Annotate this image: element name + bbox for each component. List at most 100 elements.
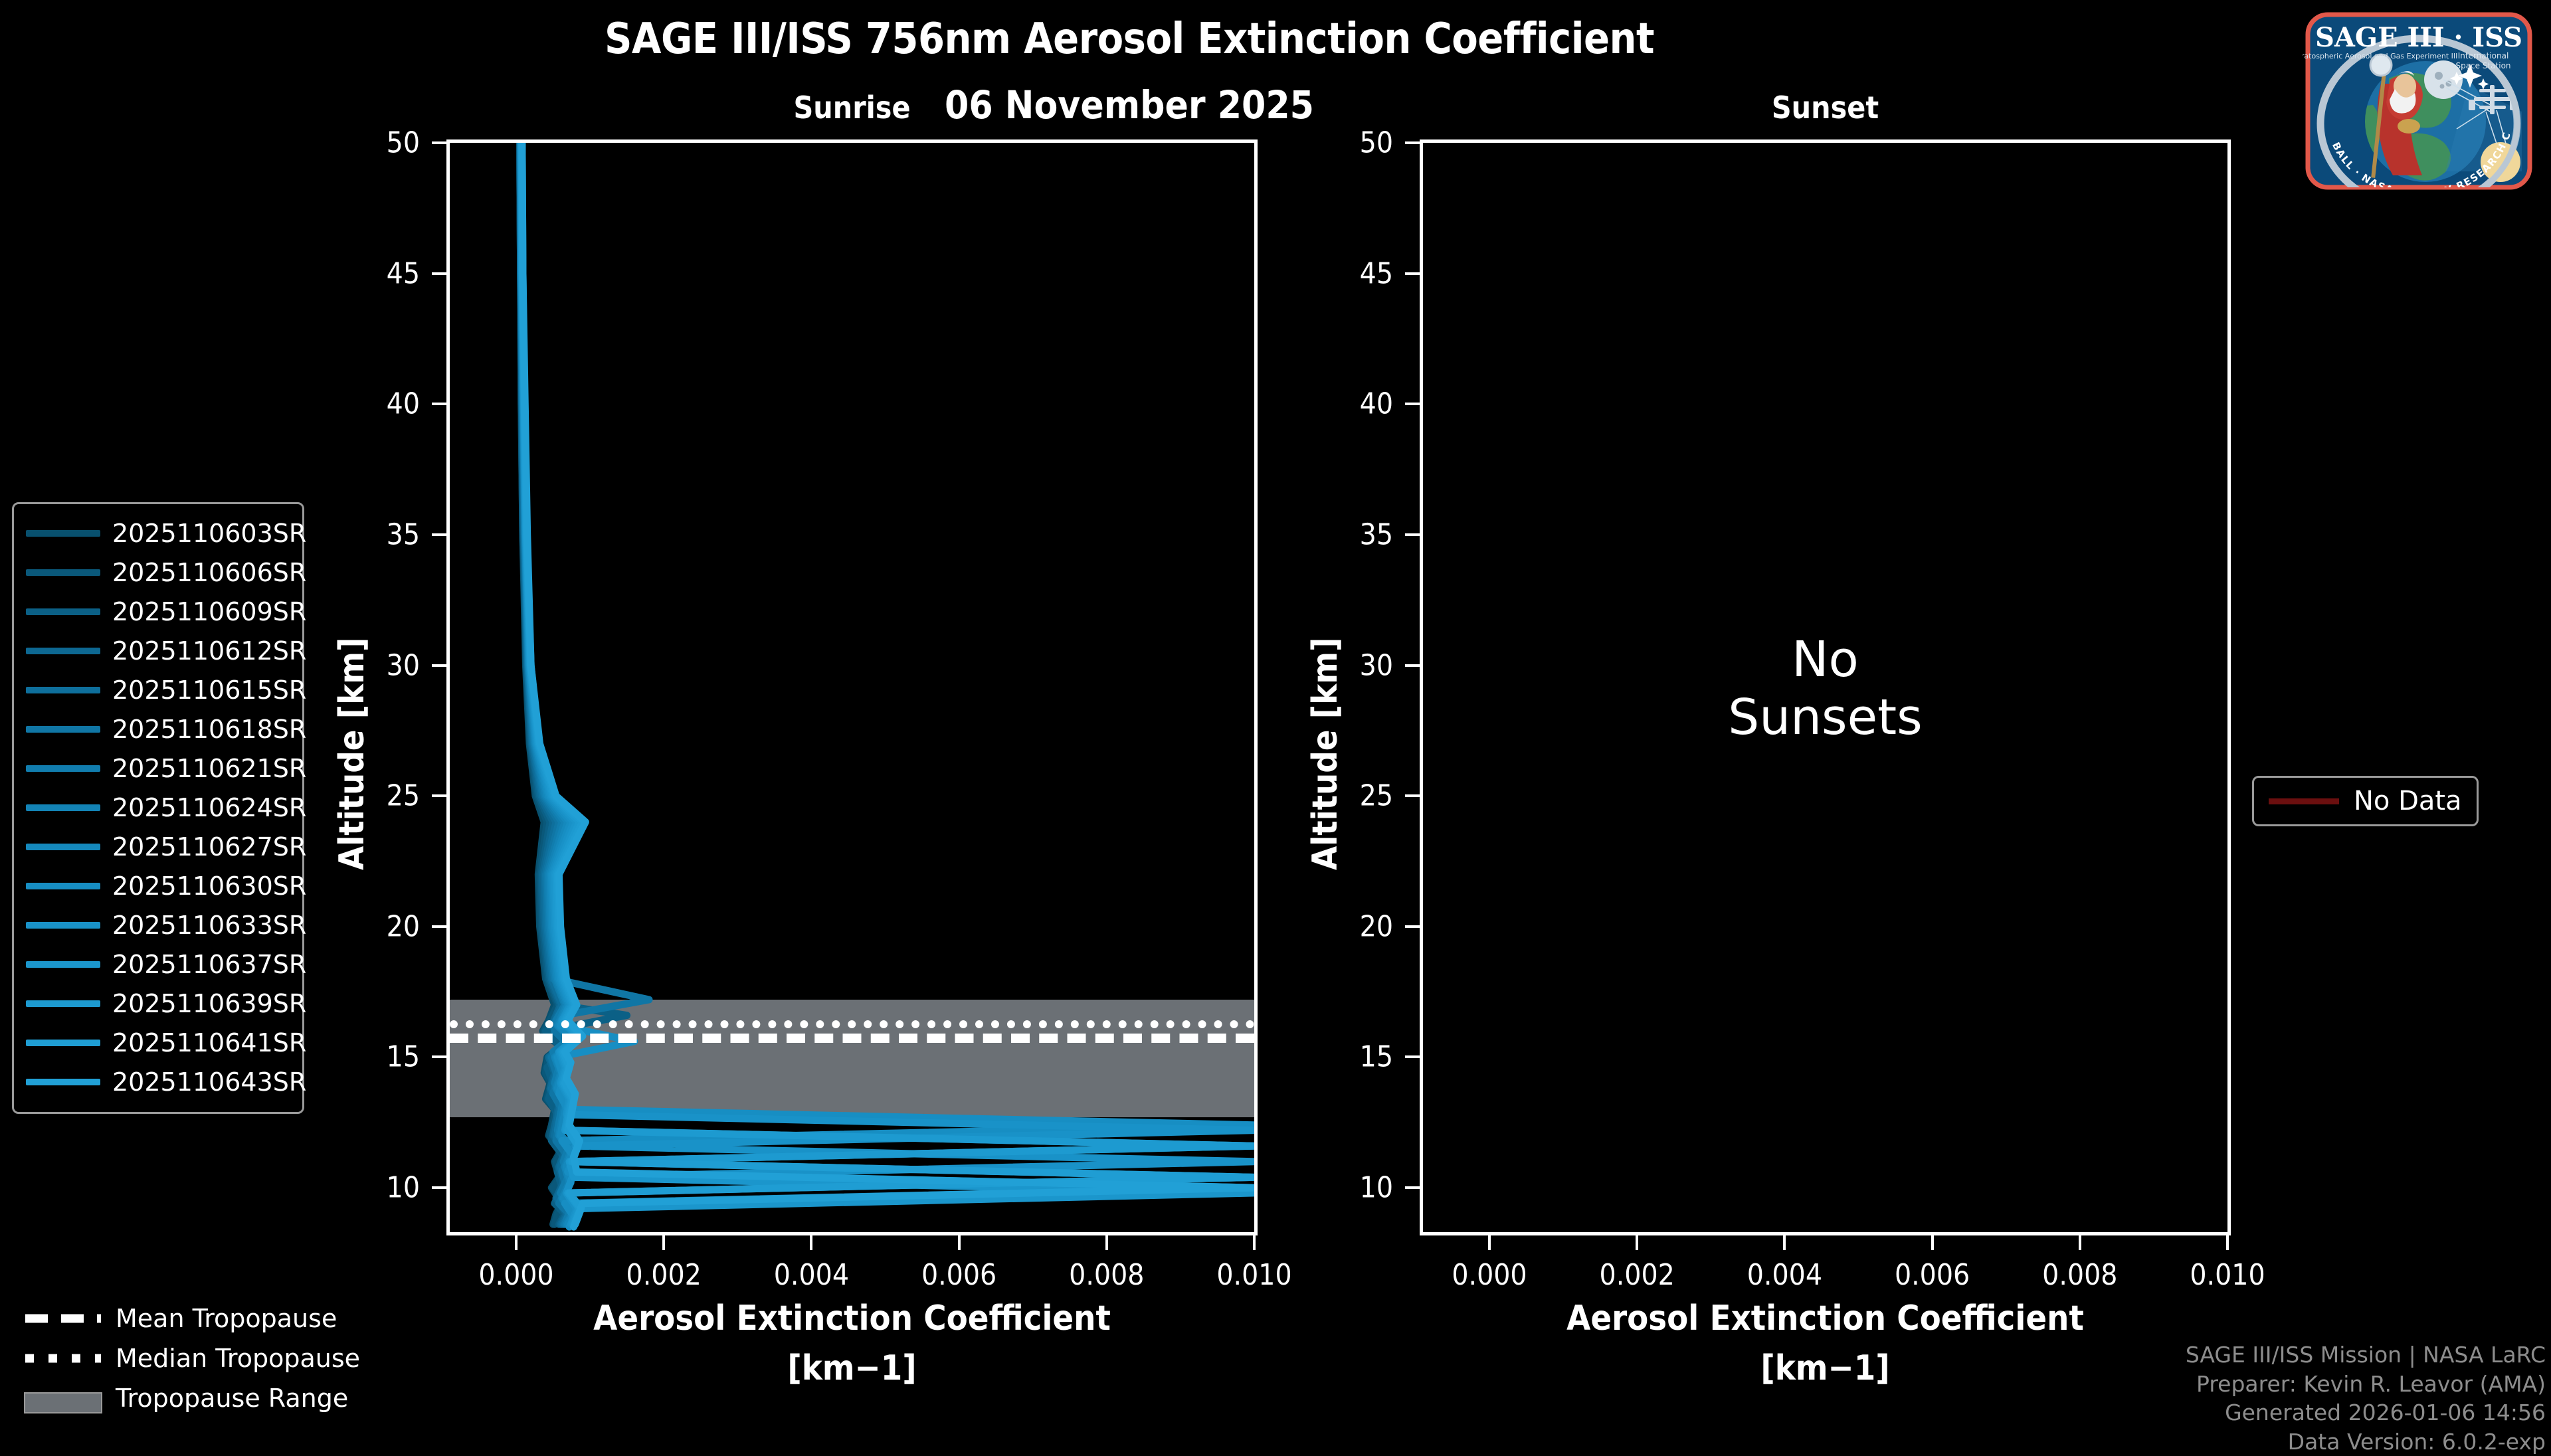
no-data-line-icon xyxy=(2269,798,2339,804)
sunrise-x-tick xyxy=(957,1235,961,1250)
legend-label-median-tropopause: Median Tropopause xyxy=(116,1344,360,1373)
sunset-x-tick-label: 0.006 xyxy=(1894,1258,1970,1292)
legend-label-series: 2025110618SR xyxy=(112,714,307,744)
no-sunsets-line2: Sunsets xyxy=(1728,689,1923,747)
sunrise-y-tick-label: 40 xyxy=(386,387,420,421)
sunrise-x-tick xyxy=(1253,1235,1256,1250)
sunrise-y-axis-title: Altitude [km] xyxy=(332,637,372,870)
sunrise-x-tick xyxy=(662,1235,666,1250)
sunset-y-tick xyxy=(1405,141,1420,144)
credits-block: SAGE III/ISS Mission | NASA LaRC Prepare… xyxy=(2186,1340,2546,1456)
legend-label-series: 2025110637SR xyxy=(112,949,307,979)
sunrise-y-tick xyxy=(432,403,446,406)
legend-item-series[interactable]: 2025110627SR xyxy=(21,827,306,866)
sunset-x-tick xyxy=(1931,1235,1934,1250)
legend-item-series[interactable]: 2025110624SR xyxy=(21,788,306,827)
series-line-swatch-icon xyxy=(26,804,100,811)
sunrise-y-tick xyxy=(432,272,446,275)
sunrise-y-tick-label: 20 xyxy=(386,909,420,944)
sunset-y-axis-title: Altitude [km] xyxy=(1305,637,1345,870)
sunrise-plot-svg xyxy=(516,143,1254,1231)
legend-label-series: 2025110621SR xyxy=(112,753,307,783)
credit-data-version: Data Version: 6.0.2-exp xyxy=(2287,1428,2546,1455)
legend-item-series[interactable]: 2025110621SR xyxy=(21,749,306,788)
sunset-x-tick xyxy=(2226,1235,2229,1250)
sunset-y-tick-label: 40 xyxy=(1359,387,1393,421)
legend-item-mean-tropopause: Mean Tropopause xyxy=(12,1299,360,1338)
series-line-2025110643SR xyxy=(518,143,1254,1231)
sunset-y-tick xyxy=(1405,272,1420,275)
series-line-swatch-icon xyxy=(26,569,100,576)
sunrise-y-tick-label: 25 xyxy=(386,778,420,813)
dashed-line-icon xyxy=(24,1312,102,1325)
series-line-swatch-icon xyxy=(26,1000,100,1007)
legend-item-series[interactable]: 2025110618SR xyxy=(21,709,306,749)
series-line-2025110630SR xyxy=(518,143,1254,1231)
legend-item-series[interactable]: 2025110615SR xyxy=(21,670,306,709)
credit-generated: Generated 2026-01-06 14:56 xyxy=(2225,1400,2546,1426)
legend-item-series[interactable]: 2025110606SR xyxy=(21,553,306,592)
sunset-y-tick xyxy=(1405,1186,1420,1190)
sunrise-y-tick-label: 30 xyxy=(386,648,420,683)
sunrise-y-tick xyxy=(432,1055,446,1059)
sunset-y-tick-label: 20 xyxy=(1359,909,1393,944)
sunrise-x-tick-label: 0.010 xyxy=(1216,1258,1292,1292)
sunrise-y-tick xyxy=(432,664,446,667)
series-line-2025110639SR xyxy=(518,143,1254,1228)
sunrise-x-tick-label: 0.004 xyxy=(773,1258,850,1292)
series-legend[interactable]: 2025110603SR 2025110606SR 2025110609SR 2025… xyxy=(12,502,306,1114)
dotted-line-icon xyxy=(24,1352,102,1365)
sunset-y-tick-label: 15 xyxy=(1359,1040,1393,1074)
logo-title: SAGE III · ISS xyxy=(2315,22,2522,53)
legend-label-series: 2025110624SR xyxy=(112,792,307,822)
sunrise-x-tick-label: 0.006 xyxy=(921,1258,997,1292)
sunrise-y-tick-label: 10 xyxy=(386,1170,420,1205)
legend-item-series[interactable]: 2025110643SR xyxy=(21,1062,306,1101)
series-line-swatch-icon xyxy=(26,1039,100,1046)
series-line-2025110637SR xyxy=(518,143,1254,1228)
sunrise-y-tick-label: 35 xyxy=(386,517,420,552)
sunrise-y-tick-label: 45 xyxy=(386,256,420,291)
legend-item-series[interactable]: 2025110612SR xyxy=(21,631,306,670)
range-swatch-icon xyxy=(24,1392,102,1413)
legend-item-series[interactable]: 2025110641SR xyxy=(21,1023,306,1062)
sunset-x-tick-label: 0.000 xyxy=(1452,1258,1527,1292)
series-line-swatch-icon xyxy=(26,725,100,733)
sunset-x-tick-label: 0.002 xyxy=(1599,1258,1675,1292)
legend-label-series: 2025110603SR xyxy=(112,518,307,548)
no-data-legend[interactable]: No Data xyxy=(2252,776,2479,826)
sunset-y-tick xyxy=(1405,925,1420,928)
series-line-2025110641SR xyxy=(518,143,1254,1228)
legend-item-series[interactable]: 2025110633SR xyxy=(21,905,306,945)
legend-item-series[interactable]: 2025110609SR xyxy=(21,592,306,631)
legend-label-tropopause-range: Tropopause Range xyxy=(116,1384,349,1413)
no-data-legend-label: No Data xyxy=(2354,786,2462,816)
date-subtitle: 06 November 2025 xyxy=(945,82,1314,128)
sunset-y-tick-label: 45 xyxy=(1359,256,1393,291)
series-line-swatch-icon xyxy=(26,1078,100,1085)
sunset-x-tick xyxy=(2078,1235,2081,1250)
sunset-x-tick-label: 0.010 xyxy=(2190,1258,2265,1292)
legend-item-series[interactable]: 2025110603SR xyxy=(21,513,306,553)
series-line-swatch-icon xyxy=(26,686,100,693)
credit-mission: SAGE III/ISS Mission | NASA LaRC xyxy=(2185,1342,2546,1368)
legend-item-series[interactable]: 2025110630SR xyxy=(21,866,306,905)
sunset-x-tick-label: 0.004 xyxy=(1747,1258,1823,1292)
sunset-x-tick-label: 0.008 xyxy=(2042,1258,2118,1292)
sunrise-x-tick-label: 0.000 xyxy=(478,1258,554,1292)
legend-item-series[interactable]: 2025110637SR xyxy=(21,945,306,984)
sunset-x-tick xyxy=(1783,1235,1786,1250)
series-line-swatch-icon xyxy=(26,608,100,615)
series-line-swatch-icon xyxy=(26,921,100,929)
sunset-y-tick-label: 10 xyxy=(1359,1170,1393,1205)
series-line-swatch-icon xyxy=(26,843,100,850)
sunset-x-axis-unit: [km−1] xyxy=(1760,1348,1890,1388)
legend-label-mean-tropopause: Mean Tropopause xyxy=(116,1304,337,1333)
sunset-x-tick xyxy=(1487,1235,1491,1250)
legend-item-series[interactable]: 2025110639SR xyxy=(21,984,306,1023)
legend-label-series: 2025110630SR xyxy=(112,871,307,901)
sunrise-panel-title: Sunrise xyxy=(793,90,911,126)
sunrise-x-axis-unit: [km−1] xyxy=(787,1348,917,1388)
sunrise-plot-panel xyxy=(446,139,1258,1235)
logo-subtitle-left: Stratospheric Aerosol and Gas Experiment… xyxy=(2303,52,2457,60)
